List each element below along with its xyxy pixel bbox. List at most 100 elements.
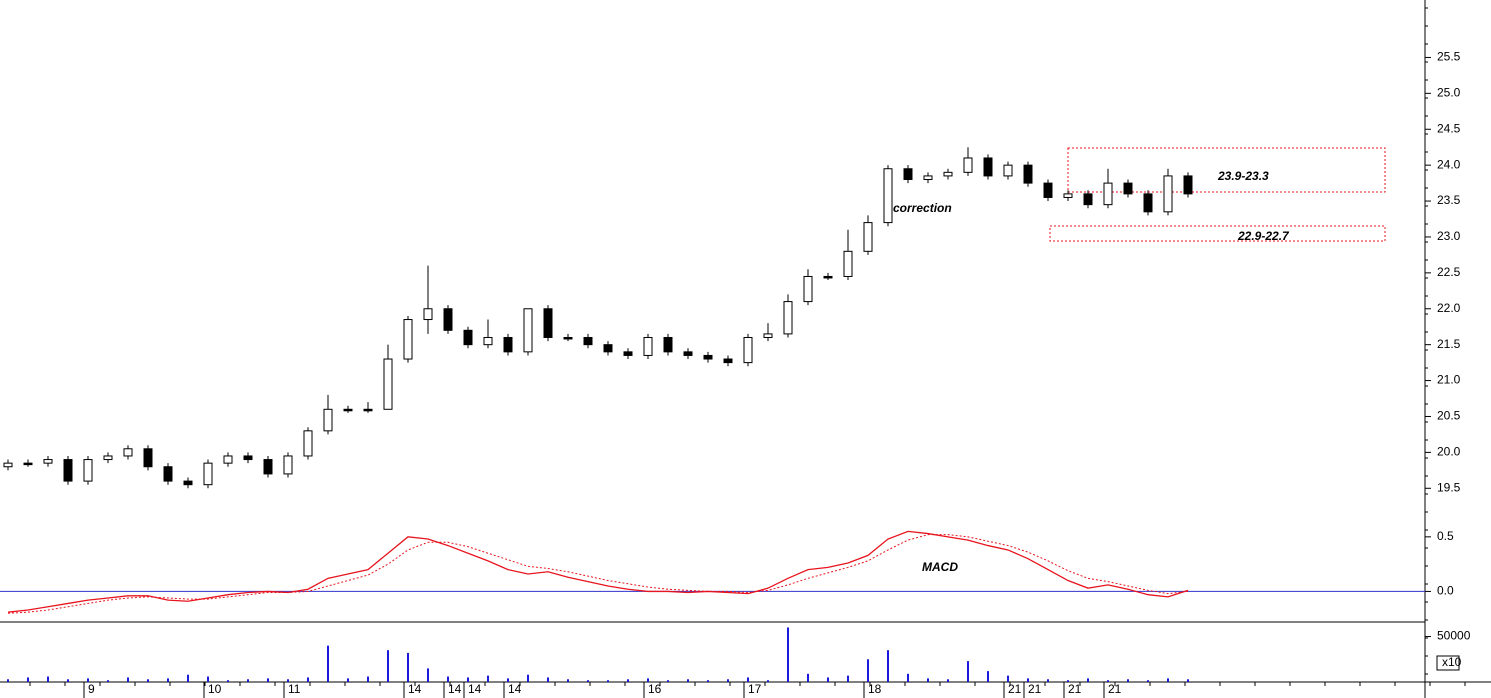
volume-bar: [7, 679, 9, 682]
candle-body: [1163, 175, 1173, 213]
candle-body: [583, 336, 593, 346]
annotation: correction: [893, 201, 952, 215]
volume-bar: [107, 680, 109, 682]
y-tick-label: 24.0: [1437, 157, 1461, 171]
volume-bar: [707, 680, 709, 682]
volume-bar: [827, 677, 829, 682]
volume-bar: [767, 680, 769, 682]
candle-body: [903, 168, 913, 181]
zone-box: [1067, 147, 1386, 193]
volume-bar: [807, 673, 809, 682]
x-tick-label: 18: [868, 682, 882, 696]
volume-bar: [927, 678, 929, 682]
unit-box: [1436, 655, 1460, 671]
y-tick-label: 25.5: [1437, 50, 1461, 64]
volume-bar: [507, 678, 509, 682]
volume-bar: [407, 652, 409, 682]
candle-body: [563, 336, 573, 340]
x-tick-label: 14: [468, 682, 482, 696]
y-tick-label: 19.5: [1437, 480, 1461, 494]
candle-body: [523, 308, 533, 353]
candle-body: [1083, 193, 1093, 206]
volume-bar: [247, 679, 249, 682]
y-tick-label: 22.5: [1437, 265, 1461, 279]
candle-body: [63, 459, 73, 482]
candle-body: [743, 336, 753, 364]
unit-label: x10: [1442, 655, 1462, 669]
candle-body: [663, 336, 673, 353]
candle-body: [543, 308, 553, 338]
volume-bar: [1127, 679, 1129, 682]
volume-bar: [67, 679, 69, 682]
candle-body: [1183, 175, 1193, 195]
candle-body: [23, 462, 33, 466]
volume-bar: [727, 679, 729, 682]
annotation: 23.9-23.3: [1217, 169, 1269, 183]
candle-body: [423, 308, 433, 321]
candle-body: [863, 222, 873, 252]
volume-bar: [427, 668, 429, 682]
volume-bar: [27, 677, 29, 682]
candle-body: [43, 459, 53, 464]
annotation: 22.9-22.7: [1237, 229, 1290, 243]
y-tick-label: 0.0: [1437, 584, 1454, 598]
volume-bar: [387, 650, 389, 682]
volume-bar: [187, 674, 189, 682]
volume-bar: [467, 677, 469, 682]
volume-bar: [607, 680, 609, 682]
annotation: MACD: [922, 560, 958, 574]
candle-body: [1043, 182, 1053, 198]
candle-body: [183, 480, 193, 486]
candle-body: [683, 351, 693, 356]
volume-bar: [667, 680, 669, 682]
volume-bar: [1147, 680, 1149, 682]
candle-body: [643, 336, 653, 356]
y-tick-label: 20.0: [1437, 445, 1461, 459]
candle-body: [1103, 182, 1113, 206]
volume-bar: [647, 678, 649, 682]
candle-body: [843, 250, 853, 277]
candle-body: [223, 455, 233, 464]
x-tick-label: 9: [88, 682, 95, 696]
y-tick-label: 50000: [1437, 629, 1471, 643]
volume-bar: [587, 680, 589, 682]
y-tick-label: 23.5: [1437, 193, 1461, 207]
y-tick-label: 24.5: [1437, 121, 1461, 135]
volume-bar: [367, 676, 369, 682]
volume-bar: [867, 659, 869, 682]
x-tick-label: 10: [208, 682, 222, 696]
volume-bar: [1047, 679, 1049, 682]
candle-body: [783, 301, 793, 335]
volume-bar: [287, 679, 289, 682]
volume-bar: [947, 679, 949, 682]
candle-body: [163, 466, 173, 482]
candle-body: [1023, 164, 1033, 184]
volume-bar: [987, 671, 989, 682]
candle-body: [943, 171, 953, 177]
volume-bar: [307, 677, 309, 682]
volume-bar: [447, 676, 449, 682]
volume-bar: [847, 675, 849, 682]
candle-body: [463, 329, 473, 346]
volume-bar: [167, 678, 169, 682]
candle-body: [1143, 193, 1153, 213]
candle-body: [383, 358, 393, 410]
candle-body: [723, 358, 733, 364]
volume-bar: [1187, 679, 1189, 682]
candle-body: [803, 275, 813, 303]
candle-body: [703, 354, 713, 360]
y-tick-label: 25.0: [1437, 86, 1461, 100]
volume-bar: [347, 678, 349, 682]
candle-body: [263, 459, 273, 475]
candle-body: [763, 333, 773, 338]
candle-body: [323, 408, 333, 432]
volume-bar: [147, 679, 149, 682]
candle-body: [3, 462, 13, 468]
volume-bar: [1107, 680, 1109, 682]
volume-bar: [227, 680, 229, 682]
volume-bar: [1087, 678, 1089, 682]
volume-bar: [1007, 675, 1009, 682]
x-tick-label: 14: [448, 682, 462, 696]
volume-bar: [127, 677, 129, 682]
candle-body: [823, 275, 833, 279]
